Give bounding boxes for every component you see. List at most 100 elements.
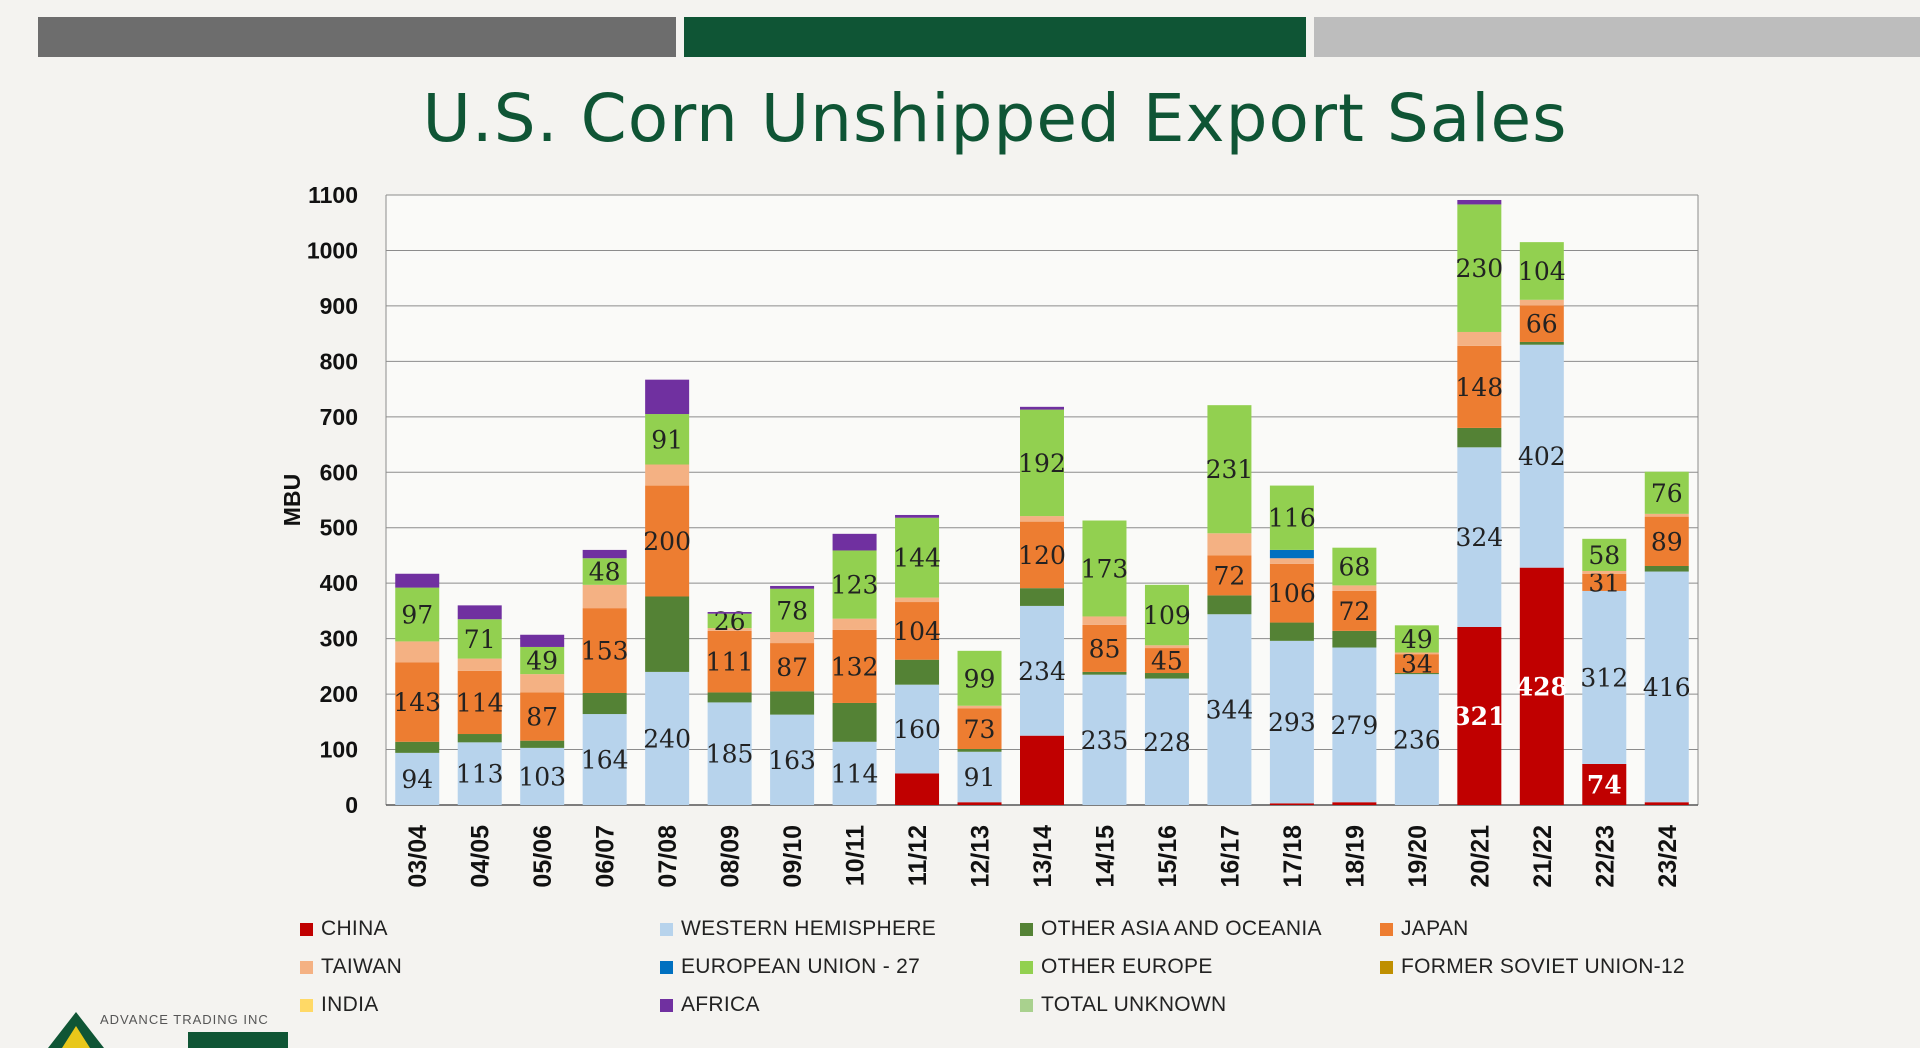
data-label: 230 <box>1455 254 1503 283</box>
data-label: 49 <box>526 647 558 676</box>
data-label: 116 <box>1268 504 1316 533</box>
data-label: 416 <box>1643 673 1691 702</box>
bar-segment <box>582 558 627 585</box>
data-label: 143 <box>393 688 441 717</box>
bar-segment <box>1582 538 1627 571</box>
data-label: 231 <box>1206 455 1254 484</box>
y-tick-label: 0 <box>345 792 358 818</box>
bar-segment <box>395 641 440 663</box>
bar-segment <box>832 550 877 619</box>
bar-segment <box>1332 590 1377 631</box>
data-label: 200 <box>643 527 691 556</box>
bar-segment <box>770 631 815 644</box>
bar-segment <box>1394 673 1439 675</box>
bar-segment <box>1269 640 1314 804</box>
x-tick-label: 18/19 <box>1341 825 1369 888</box>
legend-item: AFRICA <box>660 993 1020 1016</box>
data-label: 26 <box>714 607 746 636</box>
data-label: 185 <box>706 740 754 769</box>
bar-segment <box>457 670 502 735</box>
bar-segment <box>895 597 940 603</box>
data-label: 235 <box>1081 726 1129 755</box>
header-bar-green <box>684 17 1306 57</box>
bar-segment <box>832 629 877 703</box>
legend-label: EUROPEAN UNION - 27 <box>681 955 921 978</box>
bar-segment <box>1644 571 1689 803</box>
legend-item: FORMER SOVIET UNION-12 <box>1380 955 1740 978</box>
bar-segment <box>645 671 690 805</box>
data-label: 49 <box>1401 625 1433 654</box>
data-label: 173 <box>1081 554 1129 583</box>
legend-label: CHINA <box>321 917 388 940</box>
bar-segment <box>520 692 565 741</box>
bar-segment <box>582 714 627 805</box>
bar-segment <box>1332 802 1377 805</box>
bar-segment <box>457 658 502 671</box>
legend-item: OTHER ASIA AND OCEANIA <box>1020 917 1380 940</box>
legend-item: CHINA <box>300 917 660 940</box>
data-label: 94 <box>401 765 433 794</box>
legend-item: WESTERN HEMISPHERE <box>660 917 1020 940</box>
bar-segment <box>1457 626 1502 805</box>
data-label: 104 <box>1518 257 1566 286</box>
chart-legend: CHINA WESTERN HEMISPHERE OTHER ASIA AND OC… <box>300 917 1800 1016</box>
bar-segment <box>1457 447 1502 627</box>
page-title: U.S. Corn Unshipped Export Sales <box>422 80 1568 157</box>
bar-segment <box>895 602 940 660</box>
bar-segment <box>1020 735 1064 805</box>
bar-segment <box>520 740 565 748</box>
bar-segment <box>1082 671 1127 675</box>
data-label: 113 <box>456 760 504 789</box>
data-label: 160 <box>893 715 941 744</box>
logo-text: ADVANCE TRADING INC <box>100 1012 269 1027</box>
bar-segment <box>1207 595 1252 615</box>
x-tick-label: 06/07 <box>592 825 620 888</box>
bar-segment <box>1020 605 1064 736</box>
bar-segment <box>1644 802 1689 805</box>
bar-segment <box>1332 585 1377 591</box>
bar-segment <box>1144 584 1189 646</box>
bar-segment <box>1457 199 1502 205</box>
bar-segment <box>582 608 627 693</box>
legend-swatch <box>660 998 673 1012</box>
data-label: 91 <box>964 763 996 792</box>
data-label: 87 <box>526 703 558 732</box>
bar-segment <box>707 692 752 703</box>
bar-segment <box>1394 674 1439 805</box>
bar-segment <box>1082 624 1127 672</box>
legend-swatch <box>1020 960 1033 974</box>
bar-segment <box>1644 565 1689 572</box>
bar-segment <box>1519 242 1564 300</box>
bar-segment <box>895 684 940 774</box>
data-label: 48 <box>589 558 621 587</box>
bar-segment <box>1582 590 1627 764</box>
bar-segment <box>457 734 502 743</box>
bar-segment <box>582 584 627 609</box>
bar-segment <box>457 619 502 659</box>
bar-segment <box>707 630 752 693</box>
y-axis-label: MBU <box>279 474 305 526</box>
legend-label: FORMER SOVIET UNION-12 <box>1401 955 1685 978</box>
bar-segment <box>1082 616 1127 625</box>
bar-segment <box>520 634 565 647</box>
y-tick-label: 800 <box>320 348 358 374</box>
legend-swatch <box>1020 922 1033 936</box>
bar-segment <box>1020 516 1064 522</box>
data-label: 73 <box>964 715 996 744</box>
bar-segment <box>1269 622 1314 641</box>
data-label: 85 <box>1089 634 1121 663</box>
y-tick-label: 1100 <box>308 182 358 208</box>
bar-segment <box>707 628 752 631</box>
bar-segment <box>895 517 940 598</box>
bar-segment <box>957 650 1002 706</box>
bar-segment <box>1269 549 1314 559</box>
legend-swatch <box>300 998 313 1012</box>
data-label: 72 <box>1214 561 1246 590</box>
ati-logo-icon <box>48 1012 288 1048</box>
data-label: 97 <box>401 601 433 630</box>
legend-swatch <box>660 960 673 974</box>
bar-segment <box>957 748 1002 752</box>
data-label: 321 <box>1453 702 1505 731</box>
x-tick-label: 14/15 <box>1091 825 1119 888</box>
bar-segment <box>770 588 815 632</box>
